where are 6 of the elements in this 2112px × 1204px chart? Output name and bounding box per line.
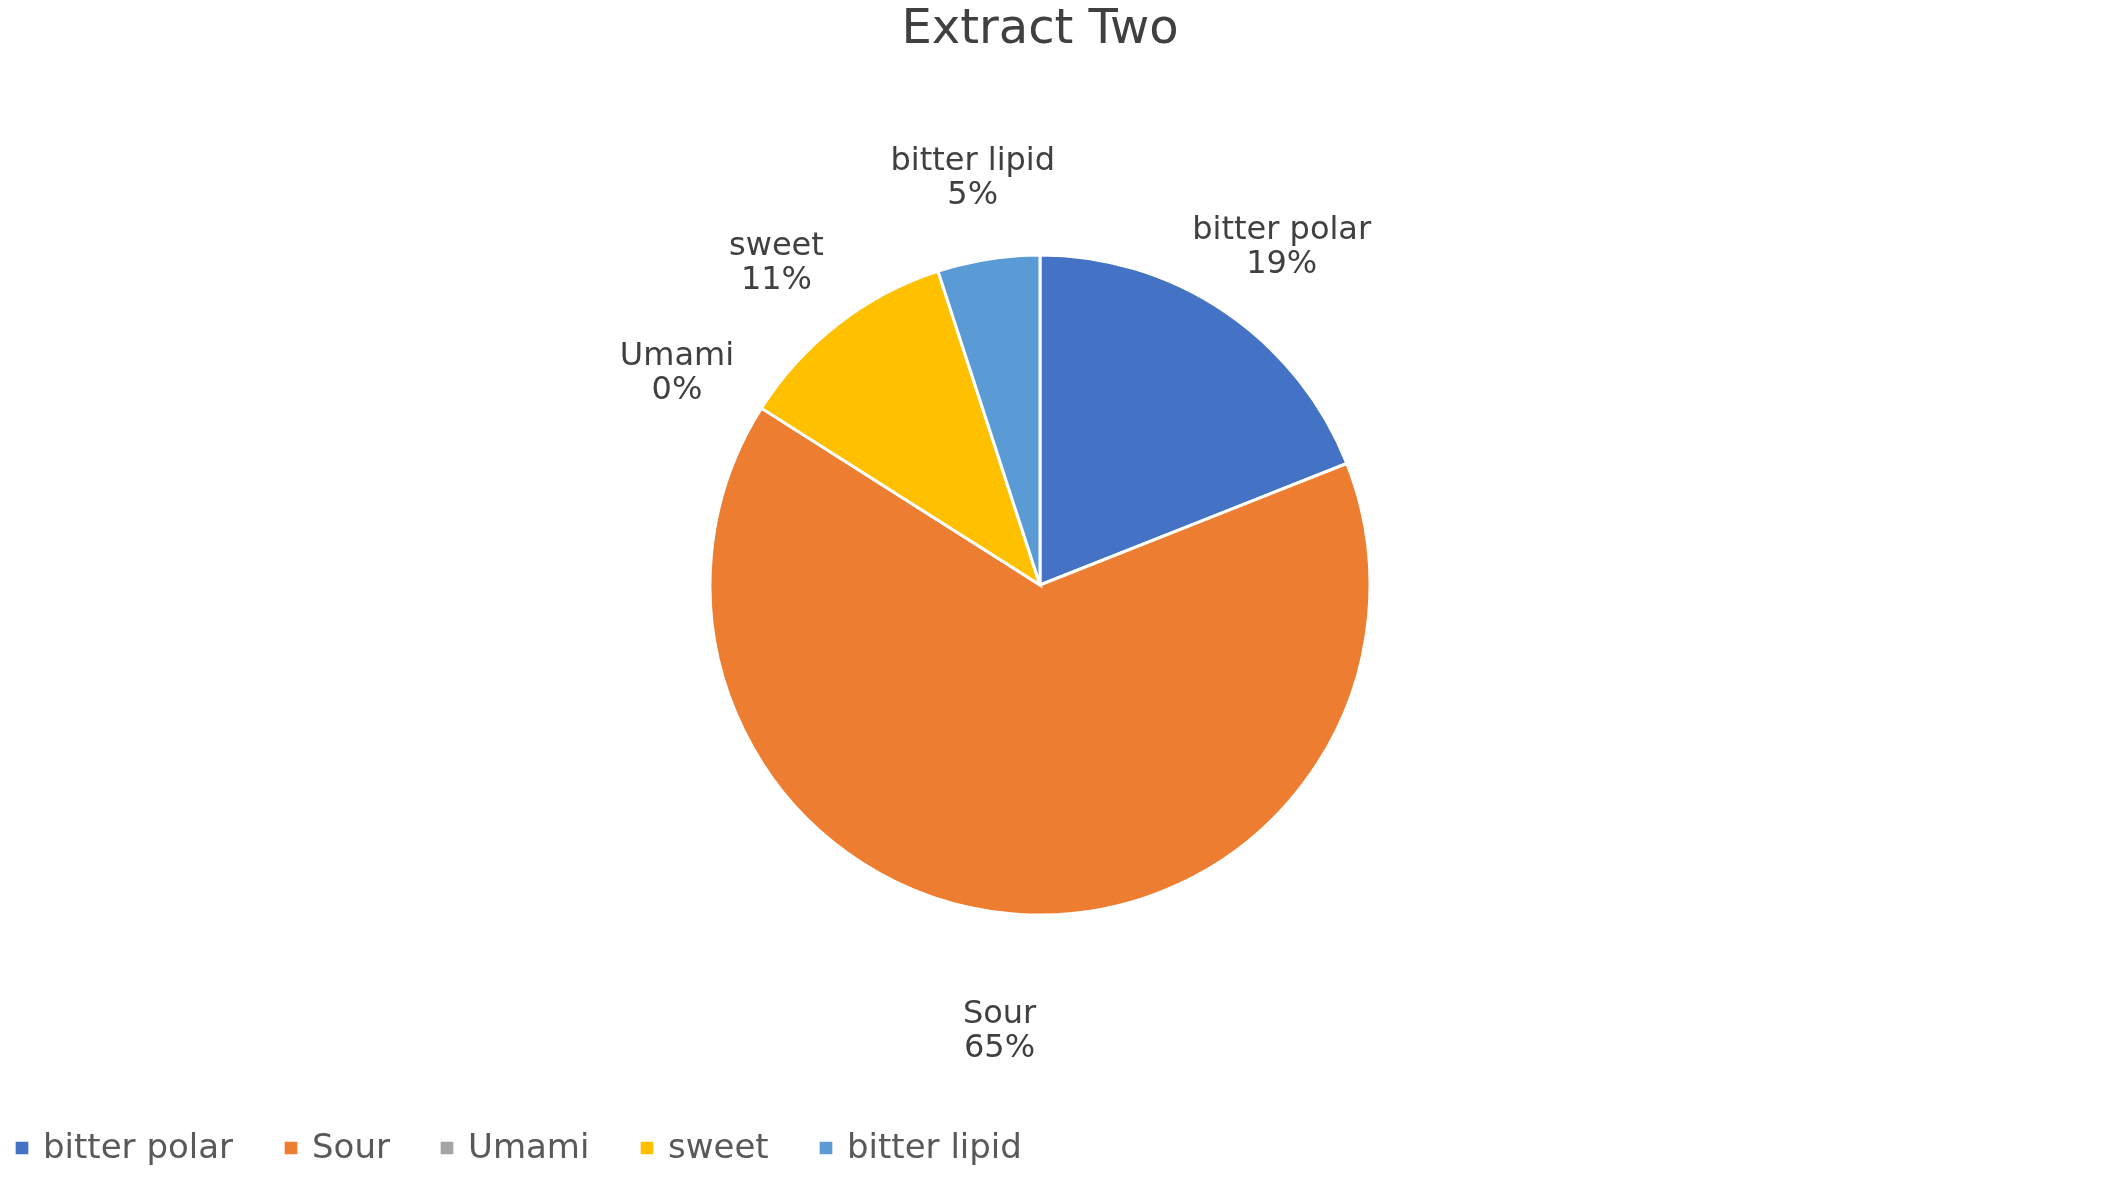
legend-label: Umami xyxy=(468,1126,590,1166)
legend-label: sweet xyxy=(668,1126,769,1166)
legend-label: bitter polar xyxy=(43,1126,234,1166)
chart-title: Extract Two xyxy=(901,0,1179,54)
legend-label: Sour xyxy=(312,1126,390,1166)
legend-label: bitter lipid xyxy=(847,1126,1022,1166)
